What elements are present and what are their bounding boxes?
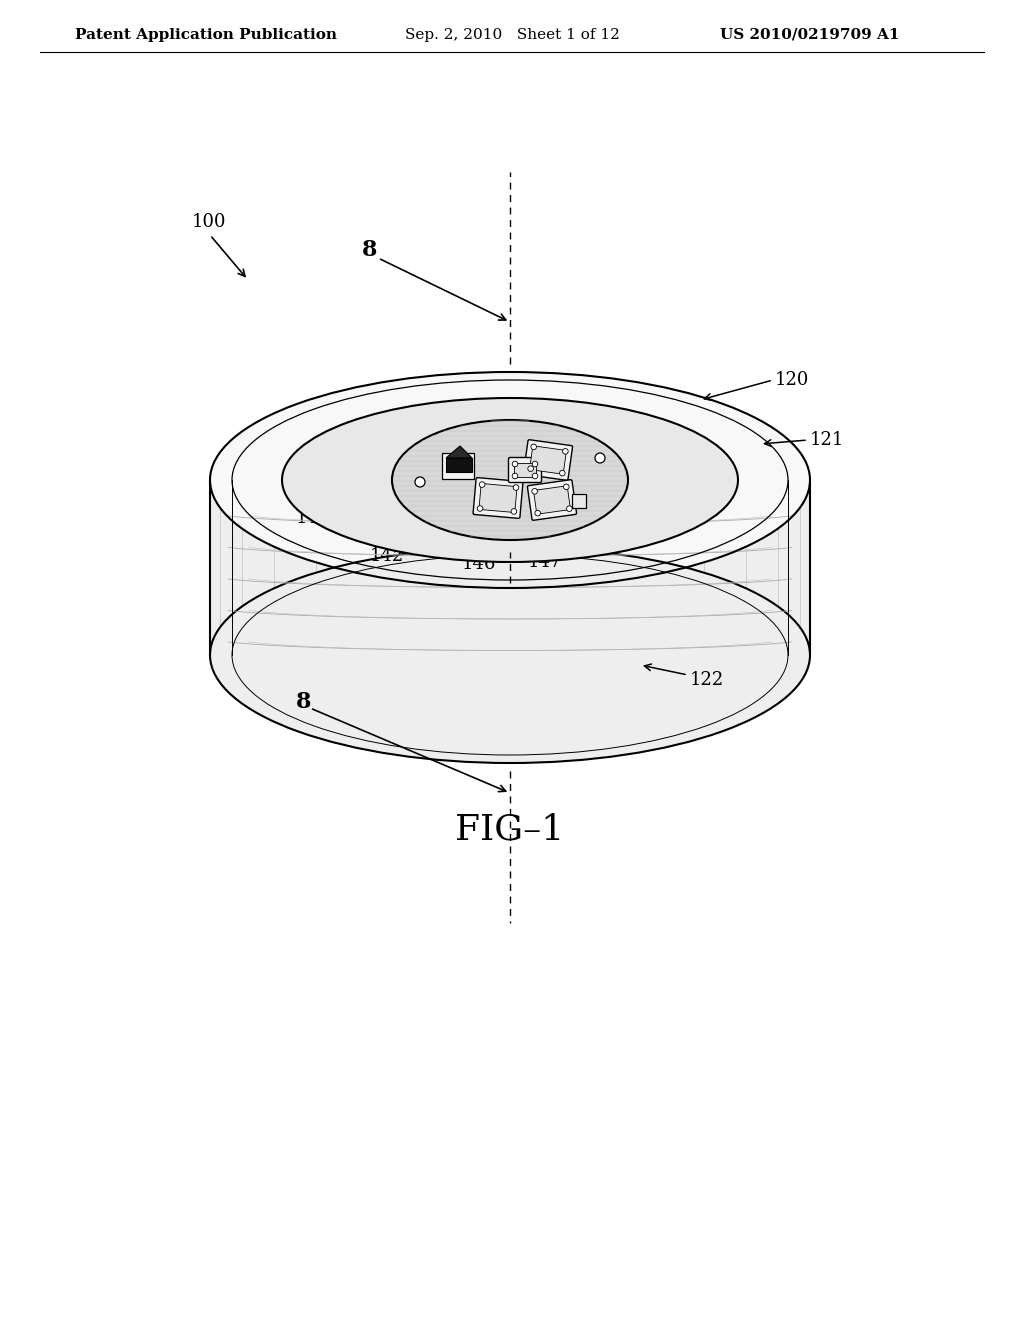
Circle shape <box>512 461 518 467</box>
Circle shape <box>477 506 483 511</box>
Text: 145: 145 <box>306 475 340 492</box>
Text: 142: 142 <box>618 475 652 492</box>
Polygon shape <box>446 446 472 458</box>
Circle shape <box>531 488 538 494</box>
Circle shape <box>415 477 425 487</box>
Text: 8: 8 <box>296 690 311 713</box>
Bar <box>442 453 474 479</box>
Polygon shape <box>210 372 810 655</box>
Circle shape <box>535 511 541 516</box>
Text: 141: 141 <box>338 445 373 463</box>
FancyBboxPatch shape <box>473 478 523 519</box>
Text: 147: 147 <box>528 553 562 572</box>
Text: 8: 8 <box>362 239 378 261</box>
Circle shape <box>566 506 572 511</box>
FancyBboxPatch shape <box>523 440 572 480</box>
Text: US 2010/0219709 A1: US 2010/0219709 A1 <box>720 28 899 42</box>
Bar <box>534 486 570 515</box>
Circle shape <box>563 484 569 490</box>
Polygon shape <box>446 458 472 473</box>
Text: 142: 142 <box>370 546 404 565</box>
Ellipse shape <box>210 546 810 763</box>
Bar <box>514 463 536 477</box>
Text: 122: 122 <box>690 671 724 689</box>
Text: 148: 148 <box>564 436 598 454</box>
Bar <box>529 446 566 474</box>
Circle shape <box>513 484 519 490</box>
Circle shape <box>532 473 538 479</box>
Circle shape <box>530 444 537 450</box>
Circle shape <box>527 466 534 471</box>
Text: 121: 121 <box>810 432 845 449</box>
Circle shape <box>512 473 518 479</box>
Text: 140: 140 <box>498 401 532 418</box>
Circle shape <box>595 453 605 463</box>
Bar <box>572 494 586 508</box>
Text: 146: 146 <box>462 554 497 573</box>
FancyBboxPatch shape <box>509 458 542 483</box>
Circle shape <box>562 449 568 454</box>
Ellipse shape <box>392 420 628 540</box>
Text: Sep. 2, 2010   Sheet 1 of 12: Sep. 2, 2010 Sheet 1 of 12 <box>406 28 620 42</box>
Text: 148: 148 <box>296 510 331 527</box>
Text: FIG–1: FIG–1 <box>456 813 564 847</box>
Circle shape <box>511 508 517 515</box>
Circle shape <box>559 470 565 477</box>
Bar <box>479 483 517 512</box>
FancyBboxPatch shape <box>527 479 577 520</box>
Ellipse shape <box>210 372 810 587</box>
Text: 120: 120 <box>775 371 809 389</box>
Ellipse shape <box>282 399 738 562</box>
Text: 100: 100 <box>193 213 226 231</box>
Text: Patent Application Publication: Patent Application Publication <box>75 28 337 42</box>
Circle shape <box>532 461 538 467</box>
Circle shape <box>479 482 485 487</box>
